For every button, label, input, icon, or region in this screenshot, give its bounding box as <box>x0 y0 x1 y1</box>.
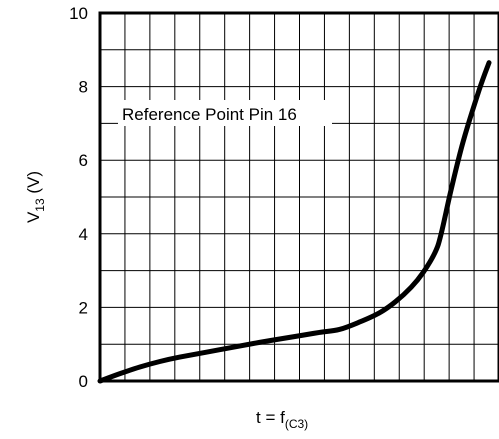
y-tick-label: 0 <box>79 372 88 391</box>
annotation-background <box>118 100 332 126</box>
grid <box>100 13 499 381</box>
y-axis-label-main: V <box>24 211 43 223</box>
y-axis-label-suffix: (V) <box>24 171 43 198</box>
y-tick-label: 10 <box>69 4 88 23</box>
y-axis-label: V13 (V) <box>24 171 47 223</box>
y-tick-label: 2 <box>79 298 88 317</box>
series-layer <box>97 60 492 384</box>
y-tick-label: 4 <box>79 225 88 244</box>
y-axis-label-sub: 13 <box>33 198 47 212</box>
y-axis-ticks: 0 2 4 6 8 10 <box>69 4 88 391</box>
y-tick-label: 8 <box>79 78 88 97</box>
annotation-text: Reference Point Pin 16 <box>122 105 297 124</box>
plot-frame <box>98 11 499 383</box>
x-axis-label: t = f(C3) <box>256 408 308 431</box>
series-line-0 <box>97 60 492 384</box>
x-axis-label-sub: (C3) <box>285 417 308 431</box>
y-tick-label: 6 <box>79 151 88 170</box>
x-axis-label-main: t = f <box>256 408 285 427</box>
